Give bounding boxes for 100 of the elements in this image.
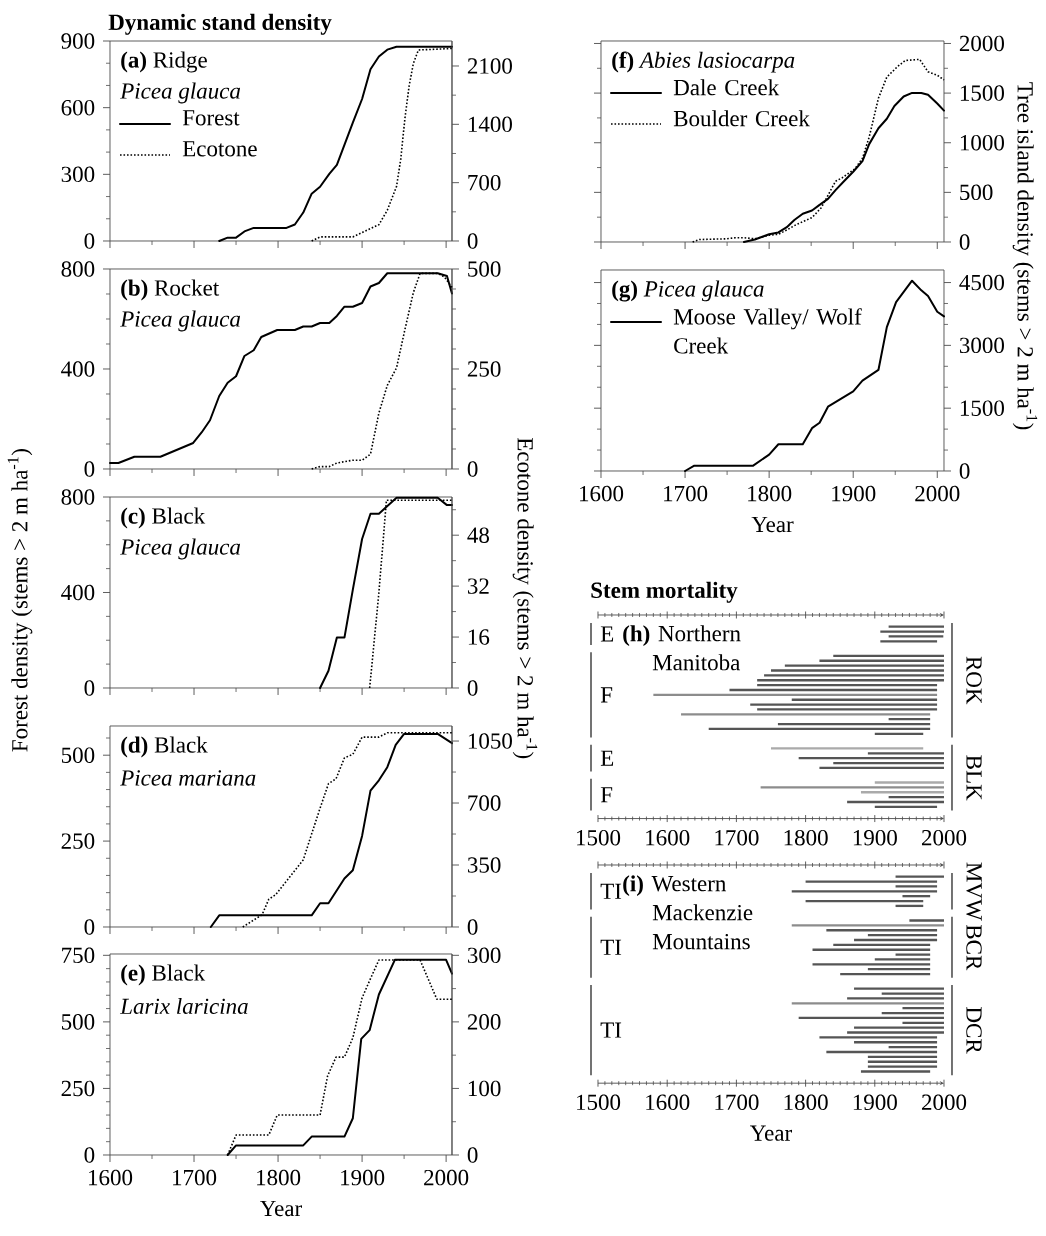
x-axis-title: Year <box>751 516 794 533</box>
y-tick-label: 0 <box>84 233 95 249</box>
x-tick-label: 1700 <box>715 1094 759 1111</box>
y-tick-label: 0 <box>84 461 95 477</box>
x-tick-label: 1700 <box>664 485 708 502</box>
chart-title: (b) Rocket <box>121 279 220 301</box>
y-axis-title: TI <box>600 883 622 899</box>
y2-tick-label: 250 <box>467 361 501 377</box>
y2-tick-label: 1400 <box>468 116 512 133</box>
bar <box>764 674 944 677</box>
y-axis-title: TI <box>600 939 622 955</box>
x-axis-title: Year <box>260 1200 302 1217</box>
y-tick-label: 1000 <box>960 134 1004 151</box>
chart-title: (a) Ridge <box>121 51 207 73</box>
bar <box>867 1065 938 1068</box>
y2-axis-title: Ecotone density (stems > 2 m ha$^{-1}$) <box>512 437 538 759</box>
y-tick-label: 1500 <box>960 85 1004 101</box>
x-tick-label: 1900 <box>853 829 897 846</box>
y-tick-label: 2000 <box>959 35 1004 52</box>
y-tick-label: 250 <box>61 833 95 849</box>
y-tick-label: 900 <box>61 33 95 49</box>
x-tick-label: 1900 <box>832 485 876 502</box>
y2-tick-label: 0 <box>467 680 478 696</box>
x-tick-label: 1800 <box>784 1094 828 1111</box>
y2-tick-label: 1050 <box>468 733 512 749</box>
y-axis-title: F <box>600 687 613 703</box>
legend-label: Ecotone <box>182 141 257 157</box>
y-axis-title: E <box>600 750 614 766</box>
chart-title: (f) Abies lasiocarpa <box>612 51 795 73</box>
y2-tick-label: 0 <box>467 461 478 477</box>
y2-tick-label: 700 <box>468 795 501 811</box>
y2-tick-label: 300 <box>467 947 501 964</box>
y2-tick-label: 32 <box>467 578 489 594</box>
y-tick-label: 0 <box>959 234 970 250</box>
y2-tick-label: 2100 <box>467 58 512 74</box>
bar <box>805 880 938 883</box>
line-series <box>319 496 453 689</box>
y2-axis-title: MVW <box>966 862 982 921</box>
chart-title: (g) Picea glauca <box>612 280 764 302</box>
y2-tick-label: 350 <box>467 857 501 873</box>
y-axis-title: Forest density (stems > 2 m ha$^{-1}$) <box>7 449 33 752</box>
bar <box>881 992 944 995</box>
x-tick-label: 2000 <box>424 1169 469 1186</box>
x-axis-title: Year <box>750 1125 792 1141</box>
y-tick-label: 400 <box>61 361 95 377</box>
y2-axis-title: ROK <box>966 656 982 705</box>
y2-axis-title: BLK <box>966 755 982 801</box>
y-axis-title: TI <box>600 1022 622 1038</box>
y2-axis-title: DCR <box>966 1007 982 1054</box>
x-tick-label: 1900 <box>341 1169 385 1186</box>
y-tick-label: 800 <box>61 261 95 277</box>
y-tick-label: 0 <box>959 463 970 479</box>
y-tick-label: 500 <box>960 184 993 201</box>
y2-tick-label: 500 <box>468 261 501 277</box>
x-tick-label: 1700 <box>715 829 759 846</box>
text: Picea glauca <box>120 310 241 332</box>
y2-tick-label: 0 <box>467 919 478 935</box>
y2-tick-label: 700 <box>468 174 501 191</box>
bar <box>847 1031 944 1034</box>
y-tick-label: 800 <box>61 489 95 505</box>
x-tick-label: 1800 <box>748 485 792 502</box>
y-tick-label: 0 <box>84 680 95 696</box>
y-axis-title: F <box>600 787 613 803</box>
y2-tick-label: 16 <box>468 629 490 645</box>
text: (i) Western Mackenzie Mountains <box>623 875 753 950</box>
x-tick-label: 1700 <box>173 1169 217 1186</box>
bar <box>860 1070 931 1073</box>
bar <box>750 703 938 706</box>
y-tick-label: 500 <box>61 747 95 763</box>
y-tick-label: 4500 <box>959 274 1004 291</box>
bar <box>771 669 944 672</box>
chart-title: (e) Black <box>121 964 206 986</box>
y2-tick-label: 0 <box>467 233 478 249</box>
x-tick-label: 1800 <box>784 829 828 846</box>
y-axis-title: Tree island density (stems > 2 m ha$^{-1}$) <box>1012 82 1038 430</box>
y2-tick-label: 48 <box>467 527 489 543</box>
y-tick-label: 250 <box>61 1080 95 1097</box>
y-tick-label: 500 <box>61 1014 95 1030</box>
y-tick-label: 750 <box>62 947 95 964</box>
bar <box>757 708 938 711</box>
text: Picea mariana <box>120 770 256 786</box>
legend-label: Dale Creek <box>673 79 780 96</box>
y-tick-label: 0 <box>84 1147 95 1163</box>
y-tick-label: 300 <box>61 166 95 183</box>
x-tick-label: 1800 <box>257 1169 301 1186</box>
y-tick-label: 3000 <box>959 337 1004 354</box>
x-tick-label: 1600 <box>580 485 624 502</box>
x-tick-label: 1600 <box>646 829 690 846</box>
y2-tick-label: 0 <box>467 1147 478 1163</box>
chart-title: Stem mortality <box>591 581 738 603</box>
legend-label: Forest <box>182 110 240 126</box>
text: Picea glauca <box>120 538 241 560</box>
x-tick-label: 1500 <box>577 829 621 846</box>
y-tick-label: 400 <box>61 584 95 601</box>
text: Larix laricina <box>119 997 248 1015</box>
y-tick-label: 1500 <box>960 400 1004 416</box>
legend-label: Boulder Creek <box>673 110 810 127</box>
x-tick-label: 1500 <box>577 1094 621 1111</box>
chart-title: (c) Black <box>121 507 206 529</box>
bar <box>847 997 944 1000</box>
